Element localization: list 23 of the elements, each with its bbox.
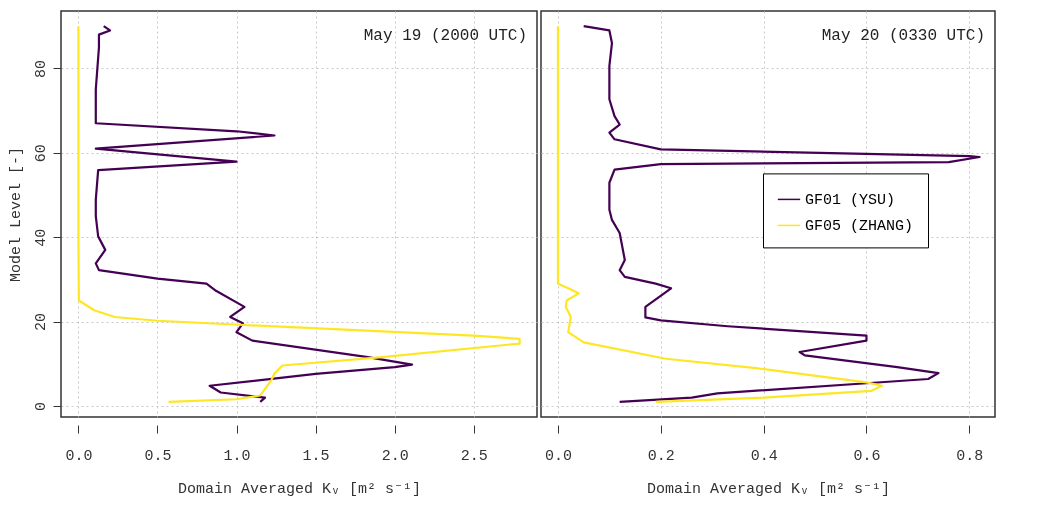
x-tick-label: 0.2: [647, 447, 675, 465]
y-axis-title: Model Level [-]: [7, 146, 25, 283]
x-tick-label: 0.6: [853, 447, 881, 465]
y-tick-label: 0: [32, 402, 50, 412]
y-tick-label: 60: [32, 144, 50, 163]
x-tick-label: 2.5: [460, 447, 488, 465]
x-tick-label: 0.5: [144, 447, 172, 465]
x-tick-label: 1.5: [302, 447, 330, 465]
x-axis-title: Domain Averaged Kᵥ [m² s⁻¹]: [177, 480, 422, 498]
x-tick-label: 0.4: [750, 447, 778, 465]
x-tick-label: 2.0: [381, 447, 409, 465]
annotation: May 20 (0330 UTC): [821, 27, 985, 45]
x-tick-label: 1.0: [223, 447, 251, 465]
x-tick-label: 0.0: [544, 447, 572, 465]
y-tick-label: 40: [32, 228, 50, 247]
y-tick-label: 20: [32, 313, 50, 332]
x-tick-label: 0.0: [65, 447, 93, 465]
x-axis-title: Domain Averaged Kᵥ [m² s⁻¹]: [646, 480, 891, 498]
x-tick-label: 0.8: [956, 447, 984, 465]
annotation: May 19 (2000 UTC): [363, 27, 527, 45]
legend-label: GF05 (ZHANG): [805, 218, 914, 236]
legend-label: GF01 (YSU): [805, 192, 896, 210]
y-tick-label: 80: [32, 59, 50, 78]
